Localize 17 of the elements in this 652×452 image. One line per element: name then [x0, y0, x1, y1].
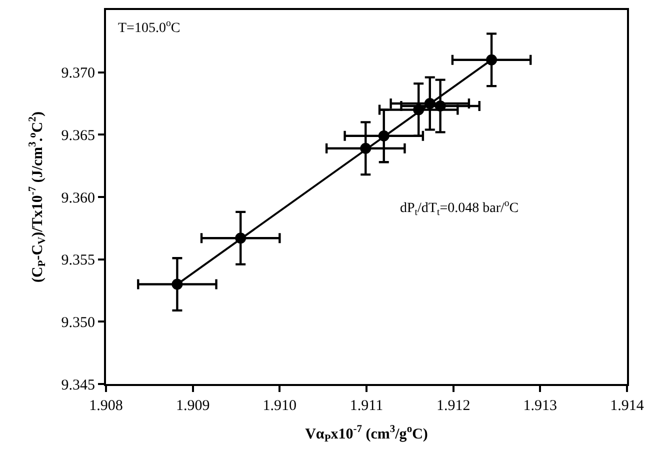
x-tick-label: 1.908: [89, 398, 123, 414]
x-tick-label: 1.910: [262, 398, 297, 414]
annotation: dP$_{t}$/dT$_{t}$=0.048 bar/$^{o}$C: [400, 198, 519, 218]
y-tick-label: 9.360: [61, 190, 95, 206]
y-tick-label: 9.350: [61, 314, 95, 331]
x-tick-label: 1.909: [176, 398, 210, 414]
point: [434, 100, 446, 112]
x-tick-label: 1.913: [523, 398, 558, 414]
annotation: T=105.0$^{o}$C: [118, 18, 180, 36]
y-tick-label: 9.370: [61, 66, 95, 82]
x-tick-label: 1.911: [350, 398, 384, 414]
y-tick-label: 9.355: [61, 252, 95, 269]
x-tick-label: 1.914: [610, 398, 644, 414]
y-tick-label: 9.365: [61, 128, 95, 144]
y-tick-label: 9.345: [61, 377, 95, 394]
x-tick-label: 1.912: [436, 398, 470, 414]
text: Vα$_{P}$x10$^{-7}$ (cm$^{3}$/g$^{o}$C): [305, 424, 428, 445]
